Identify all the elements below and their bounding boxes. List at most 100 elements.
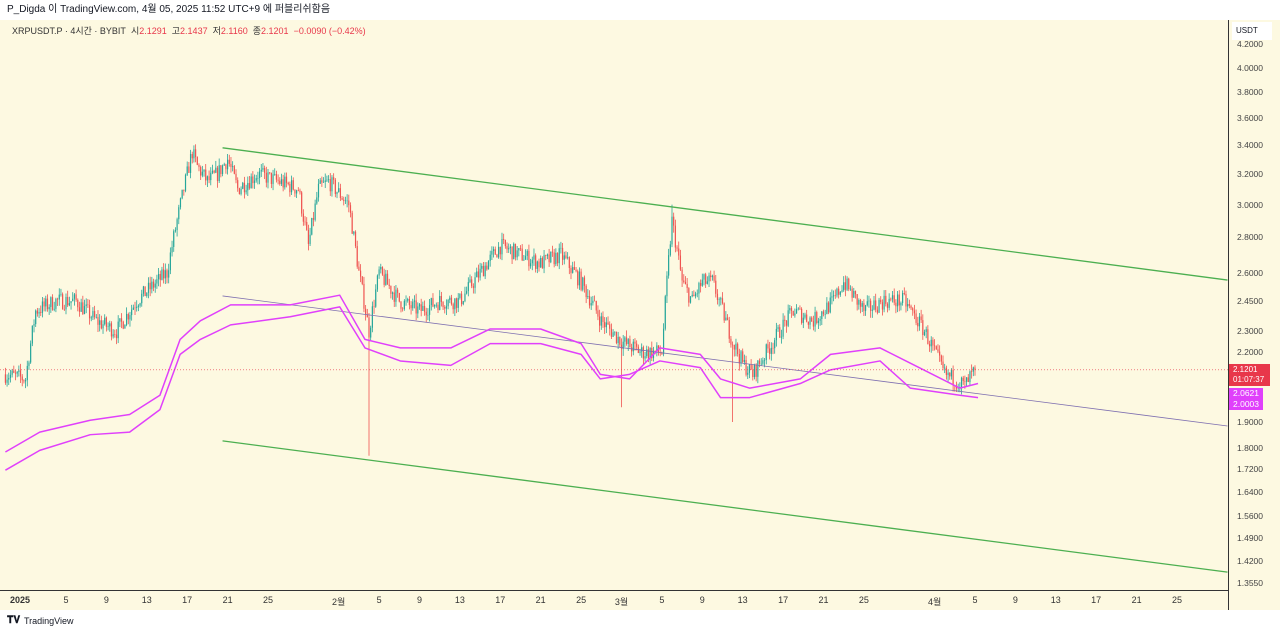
candle <box>508 243 510 253</box>
candle <box>341 195 343 201</box>
candle <box>88 299 91 325</box>
candle <box>617 331 619 349</box>
candle <box>506 242 508 254</box>
candle <box>871 305 873 318</box>
time-axis[interactable]: 2025 5 9 13 17 21 25 2월 5 9 13 17 21 25 3월 5 9 13 17 21 25 4월… <box>0 590 1228 611</box>
candle <box>391 291 394 300</box>
candle <box>939 345 941 362</box>
candle <box>353 230 355 236</box>
candle <box>524 249 527 260</box>
candle <box>227 154 229 175</box>
candle <box>134 301 136 315</box>
candle <box>208 170 210 184</box>
candle <box>859 298 862 314</box>
candle <box>615 331 618 345</box>
candle <box>72 292 74 302</box>
candle <box>974 365 976 376</box>
candle <box>264 165 266 180</box>
candle <box>491 246 493 261</box>
candle <box>498 242 500 259</box>
candle <box>891 291 894 303</box>
channel-mid-line <box>222 295 1228 427</box>
currency-label[interactable]: USDT <box>1232 22 1272 40</box>
candle <box>267 169 269 189</box>
axis-divider <box>1228 20 1229 610</box>
candle <box>489 250 491 267</box>
price-chart[interactable] <box>0 20 1228 590</box>
candle <box>163 263 165 284</box>
candle <box>555 248 557 267</box>
candle <box>94 305 96 320</box>
symbol-label[interactable]: XRPUSDT.P · 4시간 · BYBIT <box>12 26 126 36</box>
price-axis[interactable]: 4.2000 4.0000 3.8000 3.6000 3.4000 3.2000 3.00… <box>1229 20 1280 610</box>
candle <box>124 324 126 329</box>
candle <box>211 164 214 175</box>
candle <box>829 292 831 314</box>
candle <box>334 178 336 198</box>
time-tick: 25 <box>1171 595 1183 605</box>
candle <box>560 241 562 254</box>
candle <box>935 345 937 350</box>
candle <box>413 295 416 309</box>
candle <box>238 187 240 195</box>
candle <box>496 253 498 258</box>
price-tick: 3.0000 <box>1237 199 1263 210</box>
candle <box>907 298 909 312</box>
candle <box>664 294 666 331</box>
candle <box>296 189 298 199</box>
candle <box>634 338 636 351</box>
candle <box>474 272 476 294</box>
time-tick: 21 <box>222 595 233 605</box>
candle <box>535 253 537 273</box>
candle <box>407 297 409 303</box>
candle <box>164 263 166 285</box>
candle <box>304 216 306 226</box>
candle <box>139 302 141 308</box>
candle <box>371 301 373 333</box>
price-tick: 1.4200 <box>1237 555 1263 566</box>
candle <box>595 300 597 314</box>
candle <box>4 367 6 385</box>
candle <box>479 262 481 281</box>
candle <box>944 363 946 374</box>
candle <box>572 261 574 274</box>
candle <box>120 313 123 329</box>
candle <box>742 348 744 364</box>
candle <box>689 296 692 304</box>
candle <box>442 301 444 310</box>
chart-pane[interactable] <box>0 20 1280 590</box>
candle <box>482 261 485 277</box>
candle <box>292 177 294 191</box>
candle <box>184 173 187 193</box>
price-tick: 1.9000 <box>1237 416 1263 427</box>
candle <box>258 167 261 185</box>
candle <box>849 285 852 291</box>
candle <box>668 248 670 279</box>
time-tick: 21 <box>1131 595 1142 605</box>
time-tick: 13 <box>737 595 748 605</box>
candle <box>375 284 377 308</box>
candle <box>952 365 954 392</box>
candle <box>804 312 806 320</box>
candle <box>403 299 405 311</box>
candle <box>423 300 426 316</box>
candle <box>346 194 348 208</box>
candle <box>949 372 951 380</box>
price-tick: 3.6000 <box>1237 112 1263 123</box>
candle <box>114 329 116 338</box>
candle <box>632 339 634 356</box>
candle <box>679 249 682 272</box>
high-label: 고 <box>171 26 181 36</box>
candle <box>77 298 79 312</box>
candle <box>833 290 835 302</box>
candle <box>925 326 927 339</box>
candle <box>644 352 646 362</box>
symbol-legend: XRPUSDT.P · 4시간 · BYBIT 시2.1291 고2.1437 … <box>12 24 366 37</box>
candle <box>95 314 97 319</box>
candle <box>109 320 111 332</box>
candle <box>216 165 219 188</box>
candle <box>721 292 724 305</box>
candle <box>365 305 367 321</box>
candle <box>381 266 384 276</box>
candle <box>730 335 732 348</box>
